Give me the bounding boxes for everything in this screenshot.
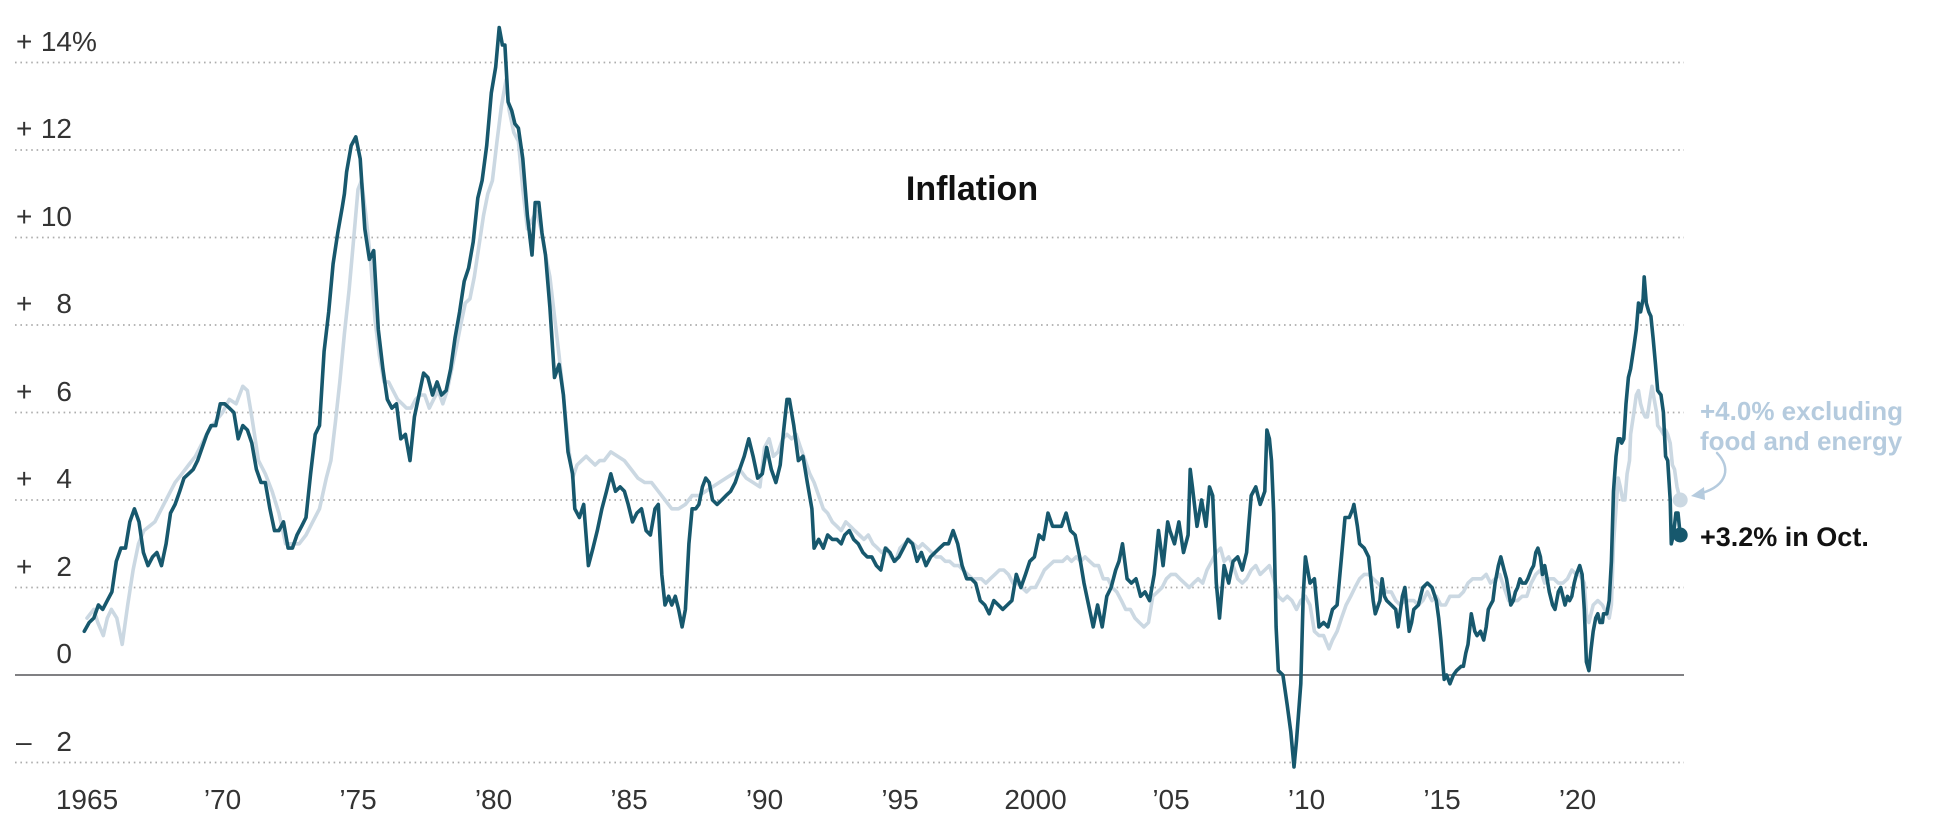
core-series-annotation: +4.0% excluding food and energy bbox=[1700, 396, 1903, 456]
y-tick-number: 2 bbox=[56, 725, 72, 757]
x-axis-tick-label: ’10 bbox=[1287, 784, 1326, 815]
y-tick-sign: + bbox=[16, 25, 33, 57]
y-tick-number: 4 bbox=[56, 463, 72, 494]
chart-title: Inflation bbox=[905, 170, 1039, 208]
y-tick-number: 12 bbox=[40, 113, 72, 144]
x-axis-tick-label: ’80 bbox=[474, 784, 513, 815]
x-axis-tick-label: ’05 bbox=[1152, 784, 1190, 815]
annotation-arrowhead bbox=[1691, 487, 1705, 500]
x-axis-tick-label: ’95 bbox=[881, 784, 919, 815]
y-axis-tick-label: +2 bbox=[16, 550, 72, 584]
x-axis-tick-label: 2000 bbox=[1004, 784, 1067, 815]
y-axis-tick-label: +6 bbox=[16, 375, 72, 409]
headline-series-annotation: +3.2% in Oct. bbox=[1700, 522, 1869, 552]
y-tick-sign: – bbox=[16, 725, 32, 757]
y-tick-number: 2 bbox=[56, 550, 72, 582]
y-tick-suffix: % bbox=[72, 25, 97, 57]
y-axis-tick-label: +14% bbox=[16, 25, 97, 59]
y-tick-number: 0 bbox=[56, 638, 72, 669]
headline-series-line bbox=[82, 25, 1682, 769]
annotation-arrow bbox=[1700, 451, 1727, 495]
y-tick-sign: + bbox=[16, 113, 33, 144]
y-tick-number: 10 bbox=[40, 200, 72, 232]
core-annotation-line1: +4.0% excluding bbox=[1700, 396, 1904, 426]
y-tick-sign: + bbox=[16, 550, 33, 582]
x-axis-tick-label: ’90 bbox=[745, 784, 784, 815]
x-axis-tick-label: ’20 bbox=[1558, 784, 1597, 815]
x-axis-tick-label: 1965 bbox=[55, 784, 119, 815]
x-axis-tick-label: ’15 bbox=[1423, 784, 1461, 815]
y-tick-number: 14 bbox=[40, 25, 72, 57]
y-tick-sign: + bbox=[16, 375, 33, 407]
y-tick-sign: + bbox=[16, 288, 33, 319]
y-axis-tick-label: +10 bbox=[16, 200, 72, 234]
x-axis-tick-label: ’70 bbox=[203, 784, 242, 815]
y-tick-number: 6 bbox=[56, 375, 72, 407]
core-end-dot bbox=[1672, 492, 1688, 508]
y-tick-number: 8 bbox=[56, 288, 72, 319]
headline-end-dot bbox=[1672, 527, 1688, 543]
y-tick-sign: + bbox=[16, 463, 33, 494]
y-axis-tick-label: +4 bbox=[16, 462, 72, 496]
y-axis-tick-label: +8 bbox=[16, 287, 72, 321]
x-axis-tick-label: ’75 bbox=[339, 784, 377, 815]
y-axis-tick-label: –2 bbox=[16, 725, 72, 759]
x-axis-tick-label: ’85 bbox=[610, 784, 648, 815]
y-tick-sign: + bbox=[16, 200, 33, 232]
y-axis-tick-label: +12 bbox=[16, 112, 72, 146]
y-axis-tick-label: 0 bbox=[16, 637, 72, 671]
core-series-line bbox=[85, 78, 1682, 651]
core-annotation-line2: food and energy bbox=[1700, 426, 1903, 456]
